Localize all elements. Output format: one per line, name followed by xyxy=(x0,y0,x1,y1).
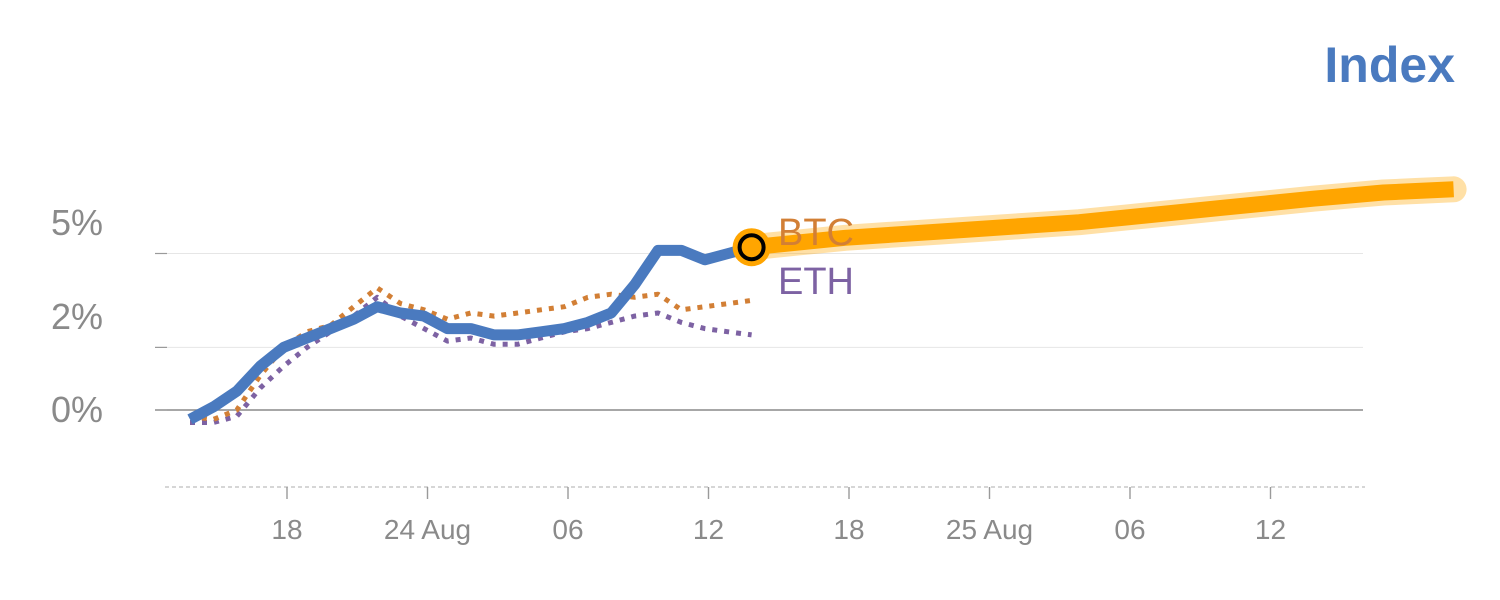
series xyxy=(187,176,1467,425)
y-axis: 0% 2% 5% xyxy=(51,202,103,430)
highlight-marker xyxy=(737,233,766,262)
series-label-eth: ETH xyxy=(778,261,854,303)
index-line xyxy=(187,241,754,425)
x-tick-label: 18 xyxy=(833,514,864,545)
x-tick-label: 06 xyxy=(1114,514,1145,545)
forecast-line xyxy=(750,181,1454,256)
btc-line xyxy=(189,285,752,422)
x-tick-label: 06 xyxy=(552,514,583,545)
x-axis: 18 24 Aug 06 12 18 25 Aug 06 12 xyxy=(271,487,1286,545)
markers xyxy=(732,228,771,267)
x-tick-label: 25 Aug xyxy=(946,514,1033,545)
y-tick-label: 2% xyxy=(51,296,103,337)
x-tick-label: 12 xyxy=(693,514,724,545)
x-tick-label: 24 Aug xyxy=(384,514,471,545)
x-tick-label: 12 xyxy=(1255,514,1286,545)
chart-title: Index xyxy=(1324,37,1455,93)
eth-line xyxy=(190,294,752,425)
series-label-btc: BTC xyxy=(778,212,854,254)
x-tick-label: 18 xyxy=(271,514,302,545)
y-tick-label: 0% xyxy=(51,389,103,430)
y-tick-label: 5% xyxy=(51,202,103,243)
